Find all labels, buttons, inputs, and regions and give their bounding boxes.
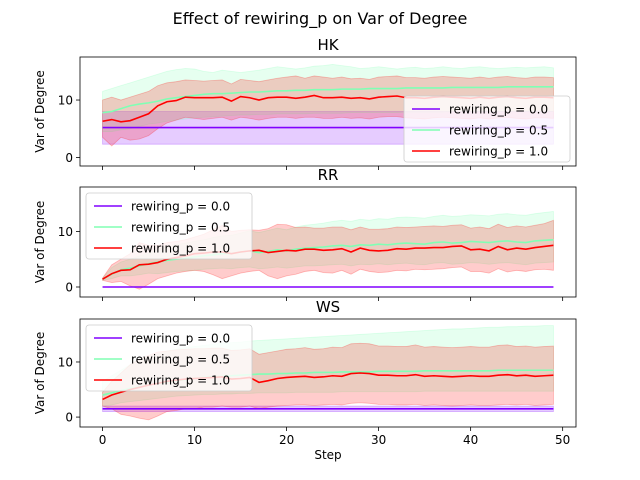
subplot-title: WS xyxy=(316,298,340,316)
subplot-title: HK xyxy=(317,36,339,54)
legend-label: rewiring_p = 0.0 xyxy=(131,200,230,214)
legend-label: rewiring_p = 0.5 xyxy=(131,221,230,235)
x-tick-label: 30 xyxy=(371,433,386,447)
y-axis-label: Var of Degree xyxy=(33,70,47,152)
legend-box xyxy=(403,95,571,163)
legend-box xyxy=(85,324,253,392)
axes-frame xyxy=(79,186,577,298)
y-axis-label: Var of Degree xyxy=(33,332,47,414)
x-tick-label: 0 xyxy=(99,433,107,447)
legend: rewiring_p = 0.0 rewiring_p = 0.5 rewiring… xyxy=(85,192,253,260)
y-tick-label: 10 xyxy=(58,225,73,239)
legend-label: rewiring_p = 0.5 xyxy=(449,124,548,138)
y-tick-label: 0 xyxy=(65,411,73,425)
y-tick-label: 10 xyxy=(58,355,73,369)
y-tick-label: 10 xyxy=(58,94,73,108)
figure-title: Effect of rewiring_p on Var of Degree xyxy=(173,9,468,29)
axes-frame xyxy=(79,318,577,428)
axes-frame xyxy=(79,56,577,167)
x-tick-label: 50 xyxy=(555,433,570,447)
legend-box xyxy=(85,192,253,260)
series-line-1 xyxy=(102,86,554,114)
x-tick-label: 10 xyxy=(187,433,202,447)
legend: rewiring_p = 0.0 rewiring_p = 0.5 rewiring… xyxy=(85,324,253,392)
legend-label: rewiring_p = 1.0 xyxy=(131,374,230,388)
legend-label: rewiring_p = 1.0 xyxy=(131,242,230,256)
chart-panel-ws: 0 10 20 30 40 50 0 10 WS Var of Degree Step rewirin… xyxy=(33,298,577,462)
legend-label: rewiring_p = 1.0 xyxy=(449,145,548,159)
legend-label: rewiring_p = 0.5 xyxy=(131,353,230,367)
legend-label: rewiring_p = 0.0 xyxy=(131,332,230,346)
x-axis-label: Step xyxy=(314,448,341,462)
subplot-title: RR xyxy=(318,166,339,184)
legend-label: rewiring_p = 0.0 xyxy=(449,103,548,117)
x-tick-label: 40 xyxy=(463,433,478,447)
legend: rewiring_p = 0.0 rewiring_p = 0.5 rewiring… xyxy=(403,95,571,163)
y-axis-label: Var of Degree xyxy=(33,201,47,283)
x-tick-label: 20 xyxy=(279,433,294,447)
y-tick-label: 0 xyxy=(65,281,73,295)
y-tick-label: 0 xyxy=(65,151,73,165)
